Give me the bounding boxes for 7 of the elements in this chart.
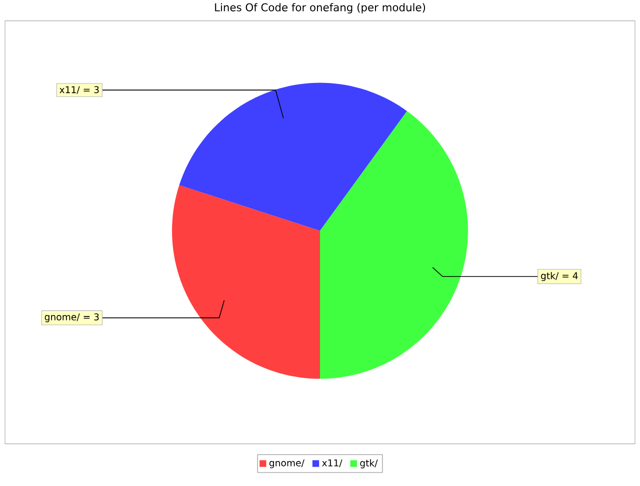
data-label: gtk/ = 4 [541, 272, 578, 282]
legend-label: gtk/ [360, 459, 378, 468]
chart-title: Lines Of Code for onefang (per module) [215, 3, 426, 14]
legend-label: gnome/ [269, 460, 304, 468]
data-label: gnome/ = 3 [44, 313, 99, 322]
data-label: x11/ = 3 [60, 86, 99, 94]
legend-label: x11/ [322, 460, 342, 468]
